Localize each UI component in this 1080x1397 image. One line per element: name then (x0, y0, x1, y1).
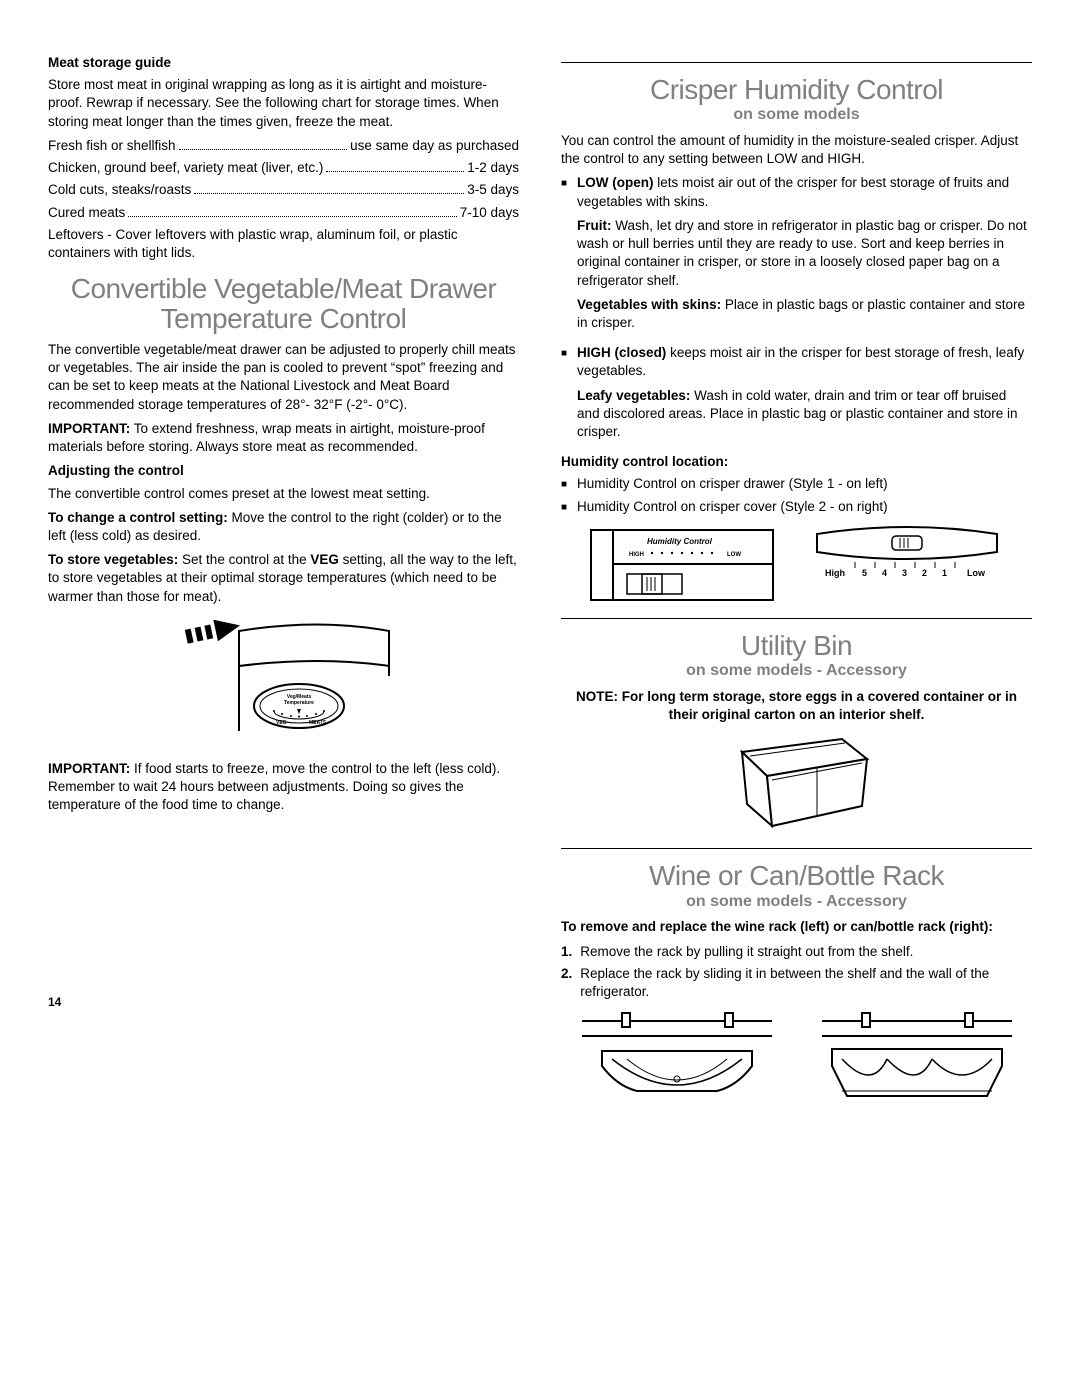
svg-text:MEATS: MEATS (309, 720, 327, 726)
change-setting-label: To change a control setting: (48, 510, 228, 525)
important-label: IMPORTANT: (48, 761, 130, 776)
humidity-style1-icon: Humidity Control HIGH LOW (587, 526, 777, 604)
important-freeze: IMPORTANT: If food starts to freeze, mov… (48, 760, 519, 815)
divider (561, 618, 1032, 619)
convertible-intro: The convertible vegetable/meat drawer ca… (48, 341, 519, 414)
svg-text:LOW: LOW (727, 552, 741, 558)
svg-text:Humidity Control: Humidity Control (647, 537, 713, 546)
storage-label: Cold cuts, steaks/roasts (48, 181, 191, 199)
storage-label: Fresh fish or shellfish (48, 137, 176, 155)
humidity-location-list: Humidity Control on crisper drawer (Styl… (561, 475, 1032, 515)
humidity-control-illustration: Humidity Control HIGH LOW High 5 4 3 2 1… (561, 526, 1032, 604)
important-freshness: IMPORTANT: To extend freshness, wrap mea… (48, 420, 519, 456)
wine-rack-subtitle: on some models - Accessory (561, 891, 1032, 913)
page-number: 14 (48, 994, 519, 1010)
svg-text:VEG: VEG (276, 720, 287, 726)
humidity-style2-icon: High 5 4 3 2 1 Low (807, 526, 1007, 586)
important-label: IMPORTANT: (48, 421, 130, 436)
divider (561, 62, 1032, 63)
store-veg-label: To store vegetables: (48, 552, 178, 567)
dot-leader (179, 149, 348, 150)
svg-text:2: 2 (922, 568, 927, 578)
storage-row: Fresh fish or shellfish use same day as … (48, 137, 519, 155)
storage-label: Cured meats (48, 204, 125, 222)
utility-bin-illustration (561, 734, 1032, 834)
list-item: Remove the rack by pulling it straight o… (561, 943, 1032, 961)
storage-row: Cold cuts, steaks/roasts 3-5 days (48, 181, 519, 199)
wine-rack-title: Wine or Can/Bottle Rack (561, 861, 1032, 890)
veg-skins-label: Vegetables with skins: (577, 297, 721, 312)
divider (561, 848, 1032, 849)
left-column: Meat storage guide Store most meat in or… (48, 50, 519, 1130)
wine-rack-left-icon (577, 1011, 777, 1116)
high-closed-label: HIGH (closed) (577, 345, 666, 360)
dot-leader (194, 193, 464, 194)
wine-rack-steps: Remove the rack by pulling it straight o… (561, 943, 1032, 1002)
wine-rack-illustration (561, 1011, 1032, 1116)
right-column: Crisper Humidity Control on some models … (561, 50, 1032, 1130)
utility-bin-title: Utility Bin (561, 631, 1032, 660)
svg-text:4: 4 (882, 568, 887, 578)
convertible-drawer-title: Convertible Vegetable/Meat Drawer Temper… (48, 274, 519, 333)
svg-text:High: High (825, 568, 845, 578)
meat-guide-intro: Store most meat in original wrapping as … (48, 76, 519, 131)
adjusting-control-heading: Adjusting the control (48, 462, 519, 480)
utility-bin-icon (717, 734, 877, 834)
leafy-label: Leafy vegetables: (577, 388, 690, 403)
storage-value: use same day as purchased (350, 137, 519, 155)
list-item: Humidity Control on crisper cover (Style… (561, 498, 1032, 516)
wine-rack-right-icon (817, 1011, 1017, 1116)
store-vegetables-para: To store vegetables: Set the control at … (48, 551, 519, 606)
humidity-settings-list: LOW (open) lets moist air out of the cri… (561, 174, 1032, 449)
drawer-control-illustration: Veg/Meats Temperature VEG MEATS (48, 616, 519, 746)
svg-text:HIGH: HIGH (629, 552, 644, 558)
dot-leader (326, 171, 464, 172)
list-item: HIGH (closed) keeps moist air in the cri… (561, 344, 1032, 449)
storage-value: 3-5 days (467, 181, 519, 199)
crisper-subtitle: on some models (561, 104, 1032, 126)
meat-storage-guide-heading: Meat storage guide (48, 54, 519, 72)
storage-label: Chicken, ground beef, variety meat (live… (48, 159, 323, 177)
crisper-intro: You can control the amount of humidity i… (561, 132, 1032, 168)
storage-row: Chicken, ground beef, variety meat (live… (48, 159, 519, 177)
adjusting-intro: The convertible control comes preset at … (48, 485, 519, 503)
humidity-control-location-heading: Humidity control location: (561, 453, 1032, 471)
storage-value: 1-2 days (467, 159, 519, 177)
svg-text:1: 1 (942, 568, 947, 578)
svg-text:5: 5 (862, 568, 867, 578)
utility-bin-note: NOTE: For long term storage, store eggs … (561, 688, 1032, 724)
list-item: Replace the rack by sliding it in betwee… (561, 965, 1032, 1001)
list-item: LOW (open) lets moist air out of the cri… (561, 174, 1032, 340)
wine-rack-intro: To remove and replace the wine rack (lef… (561, 918, 1032, 936)
low-open-label: LOW (open) (577, 175, 653, 190)
fruit-label: Fruit: (577, 218, 612, 233)
list-item: Humidity Control on crisper drawer (Styl… (561, 475, 1032, 493)
change-setting-para: To change a control setting: Move the co… (48, 509, 519, 545)
two-column-layout: Meat storage guide Store most meat in or… (48, 50, 1032, 1130)
svg-text:Low: Low (967, 568, 986, 578)
svg-text:3: 3 (902, 568, 907, 578)
storage-row: Cured meats 7-10 days (48, 204, 519, 222)
crisper-humidity-title: Crisper Humidity Control (561, 75, 1032, 104)
dot-leader (128, 216, 456, 217)
leftovers-note: Leftovers - Cover leftovers with plastic… (48, 226, 519, 262)
drawer-control-icon: Veg/Meats Temperature VEG MEATS (169, 616, 399, 746)
storage-value: 7-10 days (460, 204, 519, 222)
svg-text:Temperature: Temperature (284, 700, 314, 706)
utility-bin-subtitle: on some models - Accessory (561, 660, 1032, 682)
